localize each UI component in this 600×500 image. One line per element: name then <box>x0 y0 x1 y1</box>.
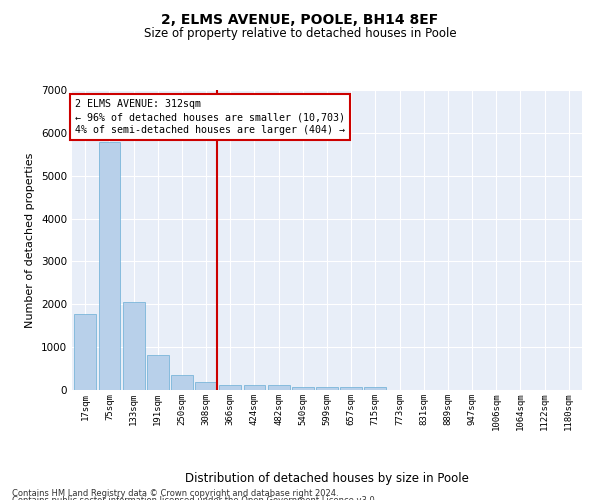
Bar <box>147 355 169 390</box>
Bar <box>292 387 314 390</box>
Bar <box>268 386 290 390</box>
Text: Distribution of detached houses by size in Poole: Distribution of detached houses by size … <box>185 472 469 485</box>
Text: 2 ELMS AVENUE: 312sqm
← 96% of detached houses are smaller (10,703)
4% of semi-d: 2 ELMS AVENUE: 312sqm ← 96% of detached … <box>74 99 344 136</box>
Bar <box>171 376 193 390</box>
Bar <box>340 387 362 390</box>
Bar <box>98 142 121 390</box>
Text: 2, ELMS AVENUE, POOLE, BH14 8EF: 2, ELMS AVENUE, POOLE, BH14 8EF <box>161 12 439 26</box>
Y-axis label: Number of detached properties: Number of detached properties <box>25 152 35 328</box>
Text: Size of property relative to detached houses in Poole: Size of property relative to detached ho… <box>143 28 457 40</box>
Bar <box>74 314 96 390</box>
Bar <box>316 387 338 390</box>
Text: Contains HM Land Registry data © Crown copyright and database right 2024.: Contains HM Land Registry data © Crown c… <box>12 489 338 498</box>
Bar <box>123 302 145 390</box>
Bar <box>364 388 386 390</box>
Text: Contains public sector information licensed under the Open Government Licence v3: Contains public sector information licen… <box>12 496 377 500</box>
Bar <box>220 385 241 390</box>
Bar <box>244 386 265 390</box>
Bar <box>195 382 217 390</box>
